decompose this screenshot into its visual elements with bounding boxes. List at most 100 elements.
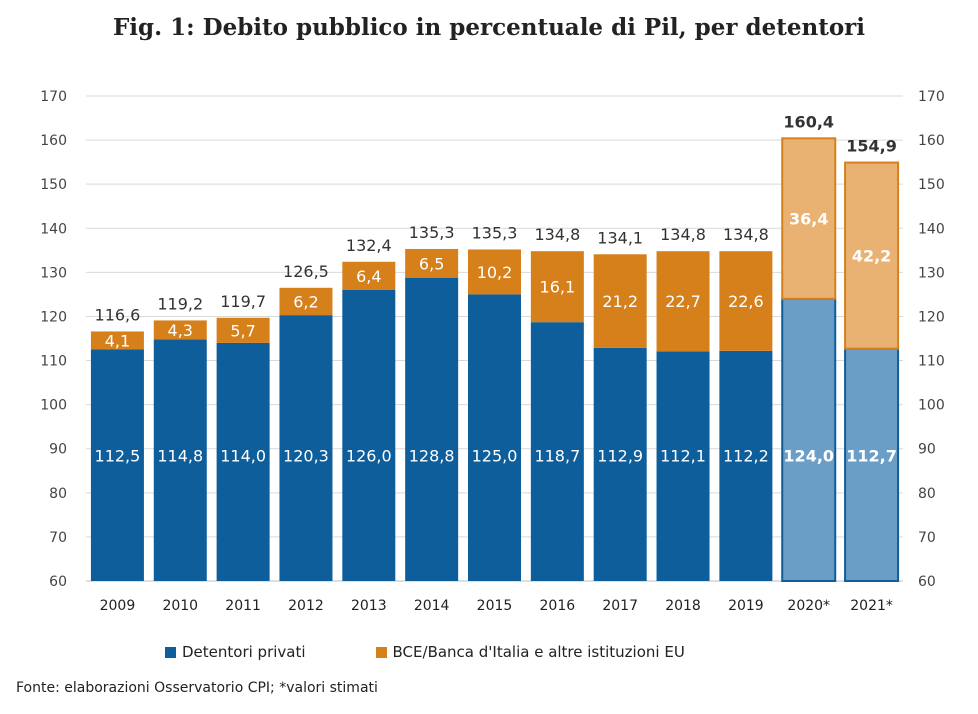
bar-segment-ecb [468,249,521,295]
data-label-total: 134,8 [660,225,706,244]
bar-segment-private [781,297,837,582]
data-label-ecb: 6,5 [419,254,444,273]
bar-segment-private [342,290,396,581]
data-label-ecb: 22,7 [665,292,701,311]
x-tick-label: 2019 [728,598,764,614]
bar-segment-private [593,347,647,581]
bar-segment-private [153,339,207,581]
x-tick-label: 2016 [540,598,576,614]
y-tick-label-right: 170 [918,89,945,105]
x-tick-label: 2014 [414,598,450,614]
bar-segment-ecb [656,251,710,352]
bar-segment-ecb [279,287,333,316]
bar-segment-ecb [342,261,396,290]
y-tick-label-left: 120 [40,309,67,325]
bar-segment-ecb [90,331,144,350]
bar-segment-private [405,277,459,581]
bars: 112,5 4,1 116,6 114,8 4,3 119,2 114,0 5,7 119,7 1… [90,112,900,582]
data-label-private: 112,9 [597,446,643,465]
y-tick-label-right: 90 [918,442,936,458]
data-label-ecb: 6,4 [356,267,381,286]
bar-segment-private [279,315,333,581]
y-tick-label-right: 80 [918,486,936,502]
source-note: Fonte: elaborazioni Osservatorio CPI; *v… [16,680,378,696]
data-label-total: 126,5 [283,262,329,281]
data-label-ecb: 10,2 [477,263,513,282]
legend-item-private: Detentori privati [165,643,306,661]
data-label-ecb: 21,2 [602,292,638,311]
data-label-private: 128,8 [409,446,455,465]
data-label-total: 134,1 [597,228,643,247]
bar-segment-private [719,350,773,581]
data-label-total: 119,7 [220,292,266,311]
bar-segment-ecb [719,251,773,351]
y-tick-label-right: 150 [918,177,945,193]
stacked-bar-chart: 60 70 80 90 100 110 120 130 140 150 160 170 60 70 80 9… [40,89,945,614]
legend-swatch-ecb [375,646,387,658]
y-tick-label-left: 110 [40,354,67,370]
y-tick-label-left: 140 [40,221,67,237]
legend-label-private: Detentori privati [182,643,306,661]
y-tick-label-right: 140 [918,221,945,237]
data-label-ecb: 22,6 [728,292,764,311]
y-tick-label-left: 70 [49,530,67,546]
data-label-ecb: 4,3 [168,321,193,340]
y-tick-label-left: 130 [40,265,67,281]
data-label-private: 112,7 [846,446,897,465]
x-axis-labels: 2009 2010 2011 2012 2013 2014 2015 2016 2017 2018… [100,598,893,614]
y-tick-label-left: 80 [49,486,67,502]
y-tick-label-right: 120 [918,309,945,325]
data-label-private: 112,5 [95,446,141,465]
x-tick-label: 2017 [602,598,638,614]
y-tick-label-left: 170 [40,89,67,105]
y-tick-label-right: 70 [918,530,936,546]
y-tick-label-left: 160 [40,133,67,149]
bar-segment-ecb [844,161,900,350]
y-tick-label-right: 100 [918,398,945,414]
bar-segment-private [530,322,584,581]
bar-segment-private [90,349,144,581]
data-label-total: 135,3 [472,223,518,242]
x-tick-label: 2011 [225,598,261,614]
bar-segment-ecb [593,254,647,348]
y-tick-label-left: 90 [49,442,67,458]
y-axis-left: 60 70 80 90 100 110 120 130 140 150 160 170 [40,89,67,590]
data-label-total: 116,6 [95,305,141,324]
bar-segment-private [216,342,270,581]
data-label-total: 132,4 [346,236,392,255]
bar-segment-ecb [781,137,837,300]
data-label-total: 134,8 [723,225,769,244]
y-tick-label-right: 130 [918,265,945,281]
data-label-ecb: 36,4 [789,210,828,229]
data-label-ecb: 5,7 [230,321,255,340]
x-tick-label: 2013 [351,598,387,614]
bar-segment-private [656,351,710,581]
y-tick-label-left: 60 [49,574,67,590]
y-tick-label-right: 160 [918,133,945,149]
data-label-private: 126,0 [346,446,392,465]
data-label-total: 154,9 [846,137,897,156]
y-tick-label-left: 100 [40,398,67,414]
x-tick-label: 2010 [162,598,198,614]
y-tick-label-right: 110 [918,354,945,370]
bar-segment-ecb [216,317,270,343]
bar-segment-ecb [530,251,584,323]
legend: Detentori privati BCE/Banca d'Italia e a… [165,643,685,661]
data-label-private: 125,0 [472,446,518,465]
x-tick-label: 2015 [477,598,513,614]
legend-label-ecb: BCE/Banca d'Italia e altre istituzioni E… [392,643,685,661]
data-label-ecb: 4,1 [105,331,130,350]
data-label-ecb: 16,1 [540,278,576,297]
data-label-private: 112,2 [723,446,769,465]
data-label-ecb: 42,2 [852,247,891,266]
data-label-private: 120,3 [283,446,329,465]
data-label-total: 134,8 [534,225,580,244]
x-tick-label: 2009 [100,598,136,614]
data-label-ecb: 6,2 [293,292,318,311]
x-tick-label: 2012 [288,598,324,614]
data-label-private: 124,0 [783,446,834,465]
data-label-private: 114,0 [220,446,266,465]
y-axis-right: 60 70 80 90 100 110 120 130 140 150 160 170 [918,89,945,590]
bar-segment-private [468,294,521,581]
legend-swatch-private [165,646,176,658]
